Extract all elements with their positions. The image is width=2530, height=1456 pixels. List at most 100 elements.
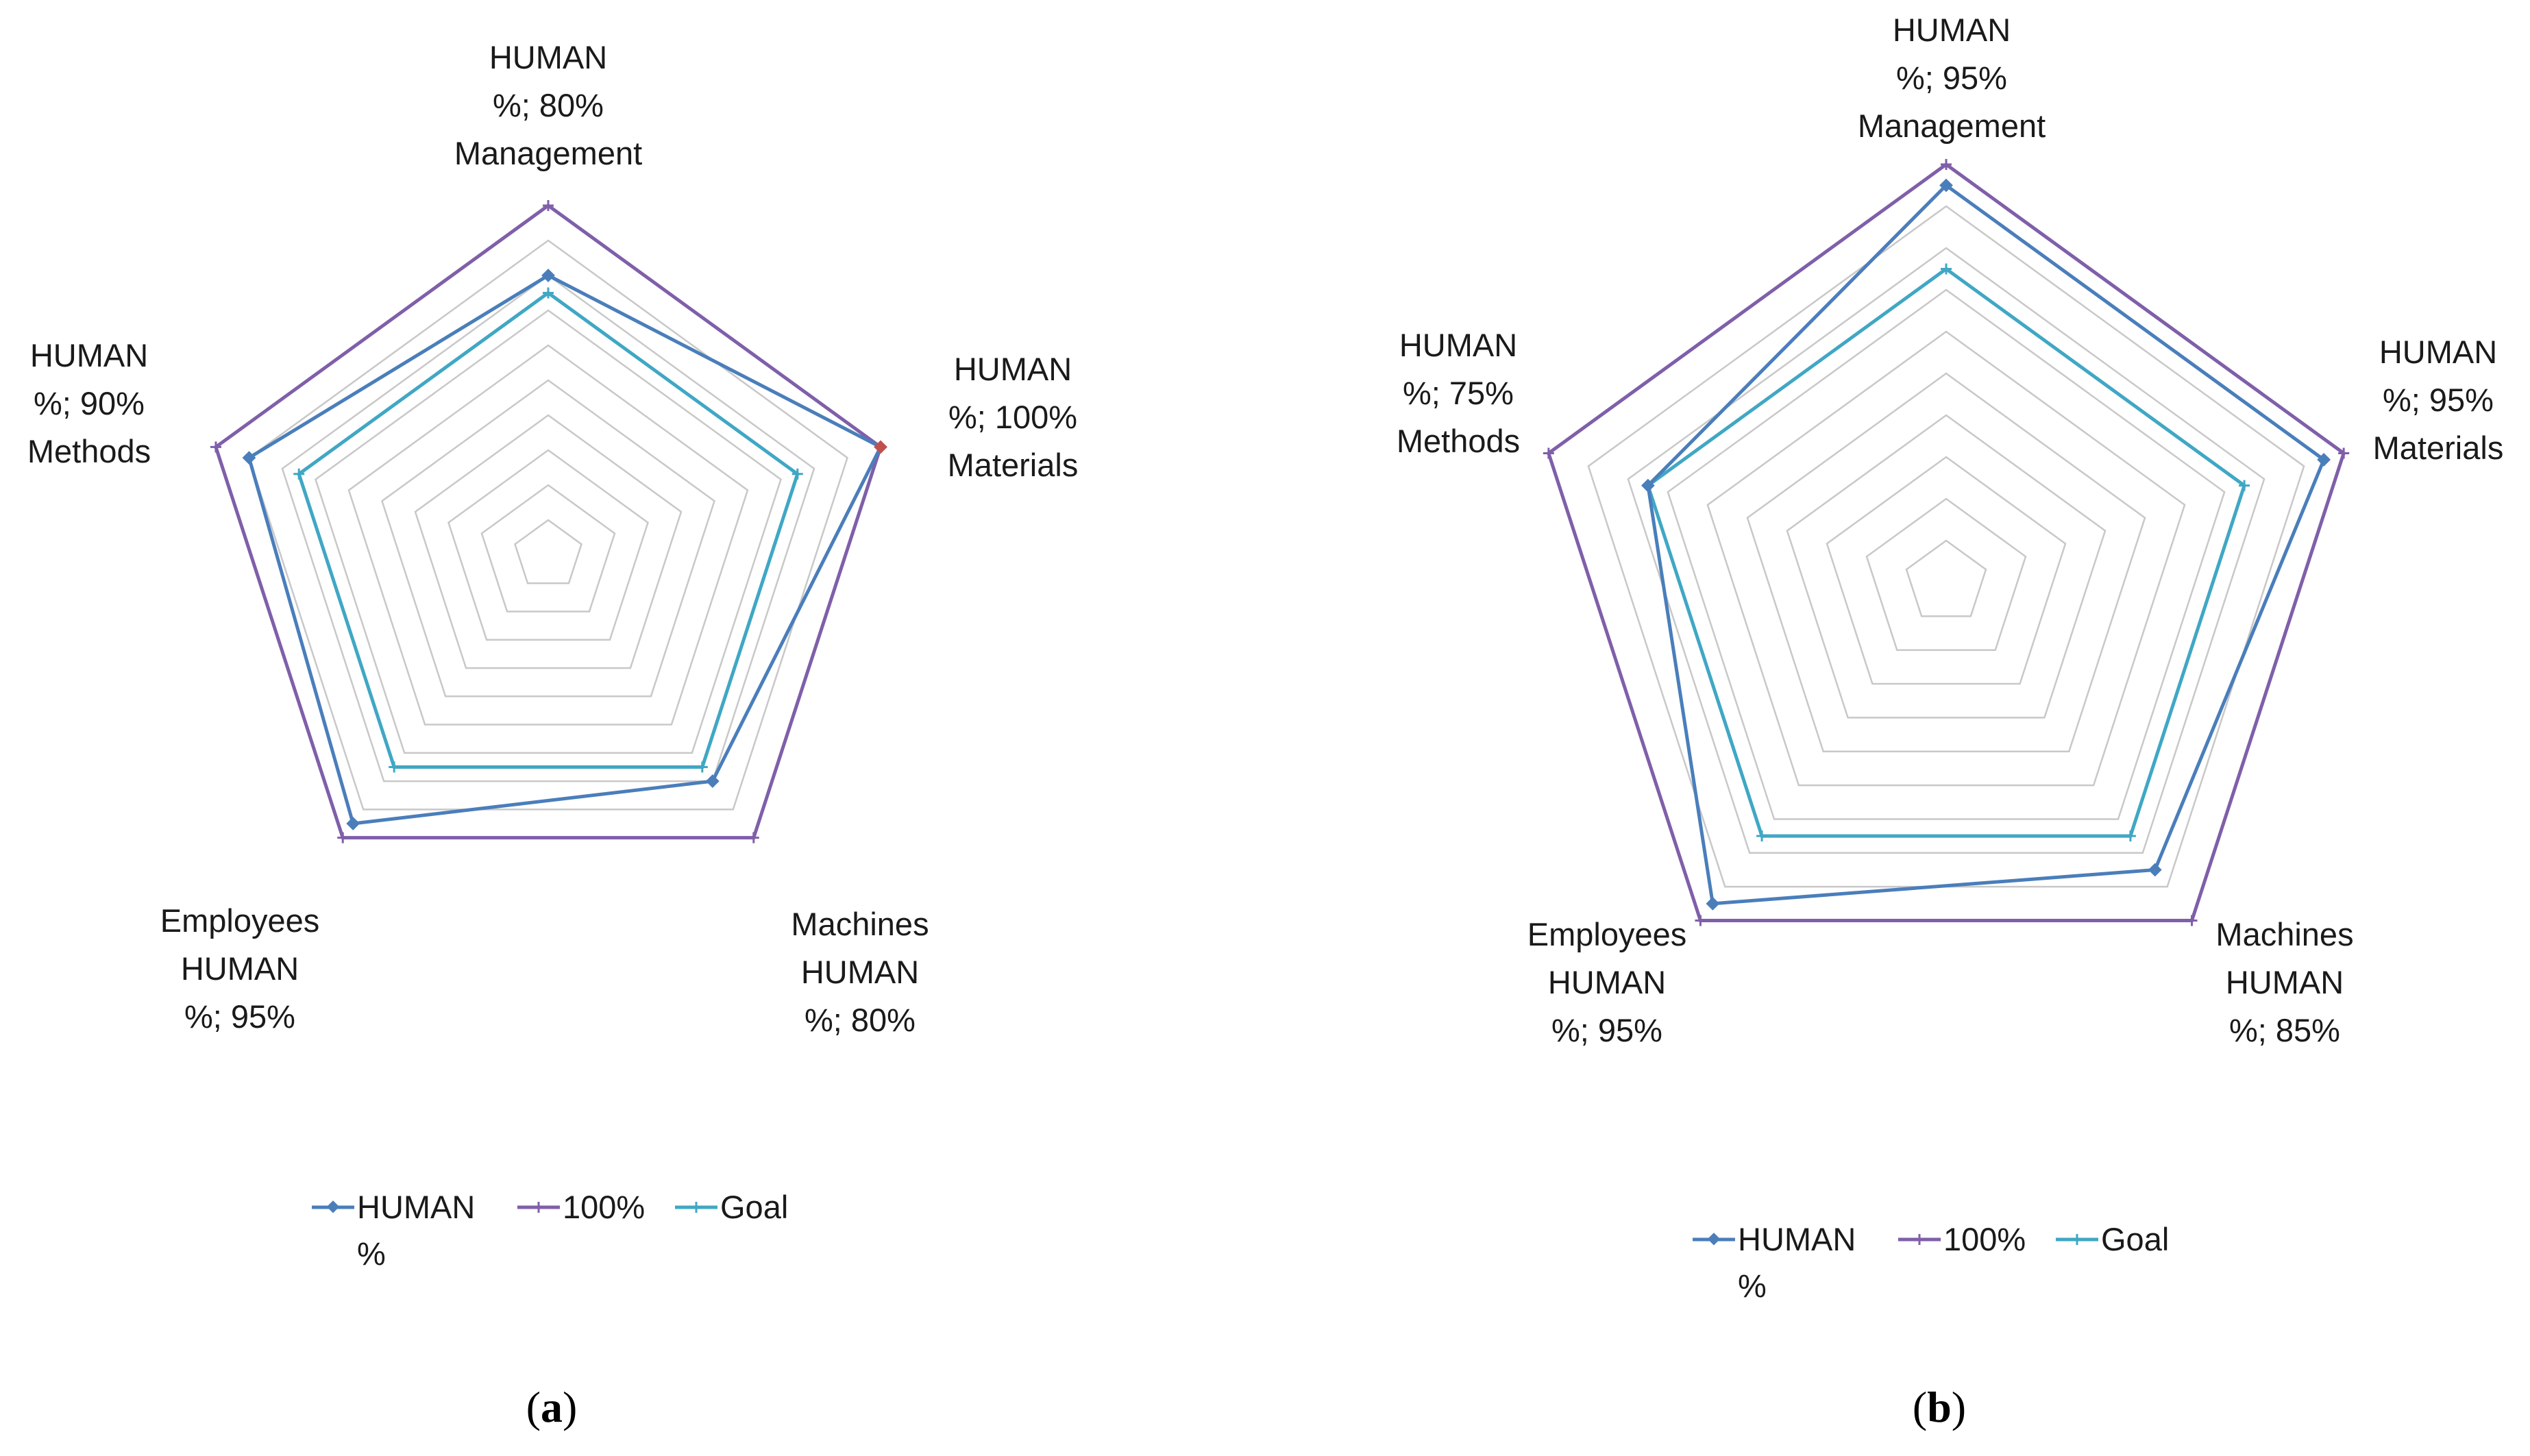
point-label-line: HUMAN [2379,334,2497,370]
point-label-line: HUMAN [489,39,607,75]
marker-100 [210,441,221,453]
point-label-line: Machines [791,906,929,942]
point-label-line: %; 100% [948,399,1077,435]
point-label-management: HUMAN %; 80% Management [454,39,642,171]
marker-goal [2124,830,2136,842]
marker-100 [2186,915,2198,926]
series-line-human [1646,183,2326,906]
point-label-methods: HUMAN %; 75% Methods [1397,327,1520,459]
legend-label: HUMAN% [1738,1221,1856,1304]
point-label-management: HUMAN %; 95% Management [1858,12,2046,144]
legend-a: HUMAN % 100% Goal [312,1189,788,1272]
legend-label: Goal [720,1189,788,1225]
point-label-line: HUMAN [954,351,1072,387]
point-label-line: %; 90% [34,385,145,421]
point-label-line: %; 95% [184,998,295,1035]
series-line-goal [297,291,800,769]
grid-ring [1865,497,2027,651]
point-label-line: HUMAN [30,337,148,373]
caption-b: (b) [1913,1383,1966,1431]
legend-label-line: HUMAN [357,1189,475,1225]
legend-label-line: % [357,1235,386,1272]
grid-ring [1905,539,1987,617]
point-label-line: Machines [2215,916,2353,952]
legend-item[interactable]: 100% [1898,1221,2026,1257]
grid-ring [381,379,715,698]
point-label-line: HUMAN [1548,964,1666,1000]
marker-100 [337,832,349,843]
grid-ring [414,414,683,669]
radar-chart-b: HUMAN %; 95% Management HUMAN %; 95% Material… [1397,12,2503,1431]
point-label-line: %; 80% [805,1002,916,1038]
point-label-line: HUMAN [181,950,299,987]
point-label-line: Methods [27,433,151,469]
marker-goal [543,287,554,299]
data-point-management [541,269,555,282]
point-label-line: HUMAN [1399,327,1517,363]
grid-ring [1667,288,2226,820]
point-label-employees: Employees HUMAN %; 95% [160,902,320,1035]
legend-item[interactable]: Goal [675,1189,788,1225]
grid-ring [347,344,749,726]
marker-goal [2239,480,2250,491]
point-label-line: HUMAN [801,954,919,990]
data-point-management [1939,178,1953,193]
grid-ring [514,519,582,584]
grid-ring [281,274,815,782]
grid-ring [447,449,649,641]
point-label-line: %; 95% [2383,382,2494,418]
point-label-machines: Machines HUMAN %; 85% [2215,916,2353,1048]
data-point-methods [1641,478,1655,493]
data-point-methods [242,451,256,465]
marker-100 [1941,159,1952,170]
series-line-100 [214,203,883,840]
legend-item[interactable]: HUMAN% [1693,1221,1856,1304]
legend-label: 100% [1943,1221,2026,1257]
marker-goal [1941,263,1952,275]
grid-ring [1786,414,2107,719]
legend-label-line: 100% [1943,1221,2026,1257]
point-label-line: Management [1858,108,2046,144]
series-a [210,200,887,843]
marker-100 [2338,447,2350,459]
series-line-goal [1645,267,2247,838]
point-label-line: %; 95% [1896,60,2007,96]
marker-100 [543,200,554,211]
marker-goal [389,761,400,773]
legend-item[interactable]: HUMAN% [312,1189,475,1272]
legend-item[interactable]: 100% [517,1189,645,1225]
point-labels-a: HUMAN %; 80% Management HUMAN %; 100% Materia… [27,39,1078,1038]
point-label-line: %; 80% [493,87,604,123]
point-label-line: %; 95% [1551,1012,1662,1048]
point-label-line: HUMAN [2226,964,2344,1000]
legend-label: 100% [563,1189,645,1225]
data-point-materials [2317,453,2331,467]
series-b [1543,159,2350,926]
point-label-materials: HUMAN %; 95% Materials [2373,334,2504,466]
point-label-line: Materials [948,447,1079,483]
data-point-employees [1706,896,1720,911]
data-point-materials [874,440,887,454]
legend-item[interactable]: Goal [2056,1221,2169,1257]
legend-label-line: Goal [720,1189,788,1225]
point-label-line: Employees [160,902,320,939]
series-line-100 [1546,162,2346,923]
point-label-line: Management [454,135,642,171]
legend-label-line: 100% [563,1189,645,1225]
grid-ring [1826,456,2067,685]
grid-ring [1746,372,2146,753]
point-label-line: Methods [1397,423,1520,459]
caption-a: (a) [526,1383,578,1431]
legend-label: Goal [2101,1221,2169,1257]
marker-100 [1543,447,1554,459]
point-label-line: HUMAN [1893,12,2011,48]
marker-100 [748,832,759,843]
legend-label-line: HUMAN [1738,1221,1856,1257]
legend-b: HUMAN % 100% Goal [1693,1221,2169,1304]
point-label-methods: HUMAN %; 90% Methods [27,337,151,469]
point-label-line: %; 85% [2229,1012,2340,1048]
grid-ring [1706,330,2186,787]
point-label-line: Materials [2373,430,2504,466]
grid-ring [315,309,782,754]
